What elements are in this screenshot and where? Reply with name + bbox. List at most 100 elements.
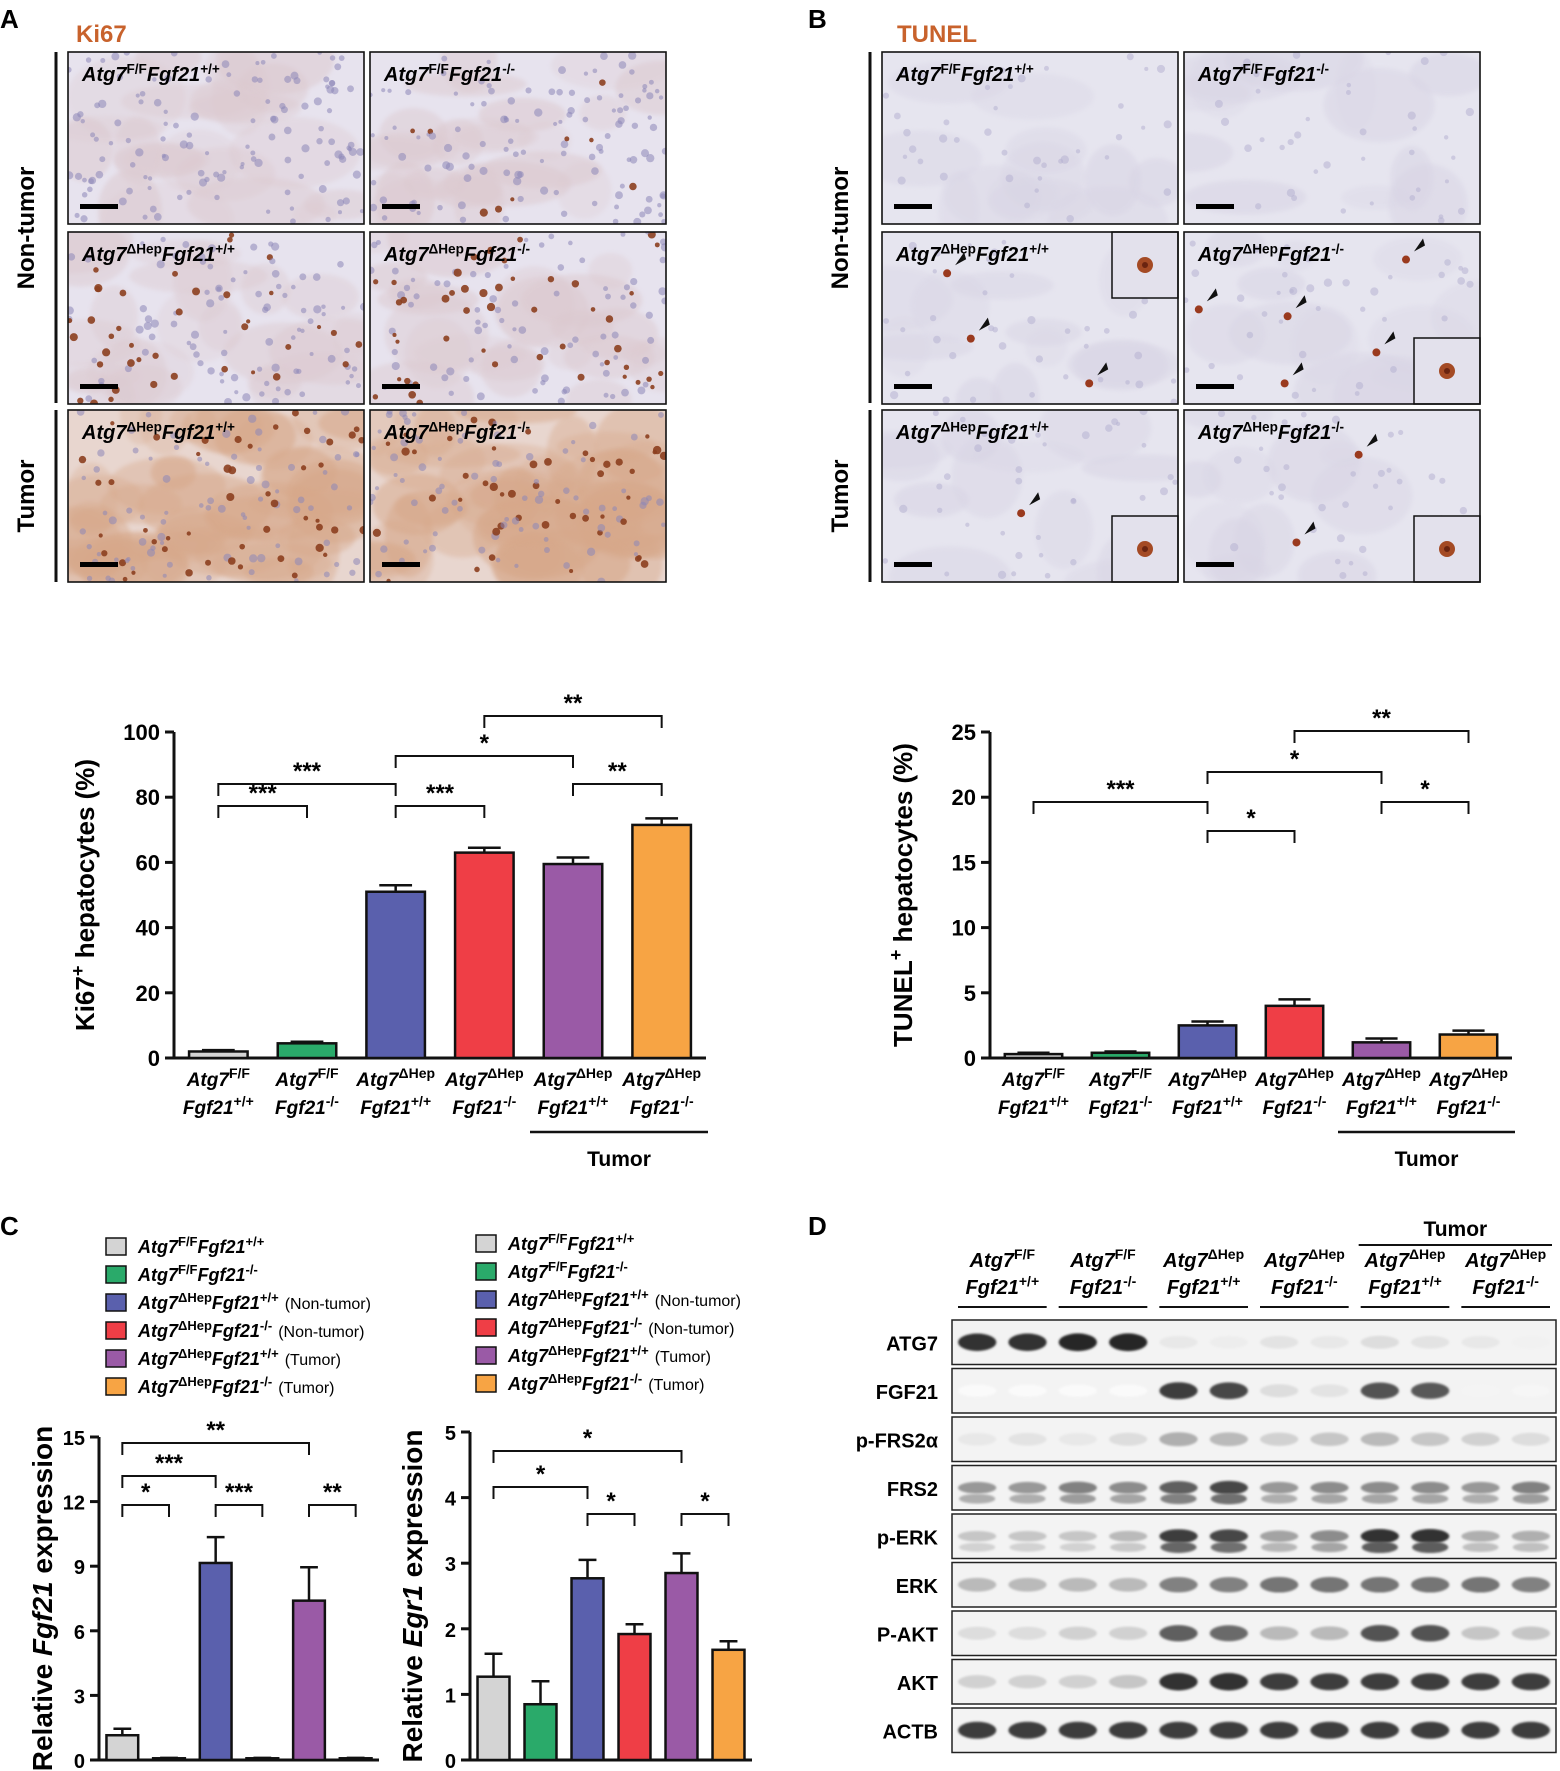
stained-nucleus: [68, 318, 73, 324]
nucleus: [95, 170, 104, 179]
stained-nucleus: [69, 333, 78, 342]
nucleus: [478, 546, 486, 554]
gene-name: Atg7: [383, 422, 429, 444]
tissue-texture: [1186, 304, 1266, 365]
blot-band: [958, 1333, 997, 1351]
stained-nucleus: [492, 527, 501, 536]
nucleus: [290, 218, 296, 224]
nucleus: [623, 105, 629, 112]
blot-row-label: ATG7: [886, 1333, 938, 1355]
nucleus: [342, 197, 350, 205]
blot-band: [1008, 1481, 1047, 1494]
stained-nucleus: [658, 370, 664, 376]
stained-nucleus: [510, 276, 516, 281]
nucleus: [265, 338, 274, 346]
nucleus: [1372, 483, 1379, 489]
stained-nucleus: [487, 246, 494, 254]
stained-nucleus: [482, 480, 489, 487]
nucleus: [572, 336, 579, 343]
stained-nucleus: [479, 288, 488, 298]
nucleus: [114, 119, 122, 127]
stained-nucleus: [501, 257, 508, 264]
bar: [198, 1561, 233, 1762]
stained-nucleus: [196, 451, 201, 457]
stained-nucleus: [372, 528, 381, 537]
nucleus: [893, 112, 901, 120]
stained-nucleus: [659, 451, 666, 460]
arrowhead-icon: [1097, 362, 1109, 376]
tissue-texture: [370, 232, 408, 254]
nucleus: [387, 88, 392, 93]
nucleus: [142, 214, 148, 220]
nucleus: [1017, 74, 1026, 83]
nucleus: [1439, 52, 1448, 57]
gene-name: Fgf21: [630, 1098, 681, 1119]
y-tick-label: 25: [952, 720, 976, 745]
y-tick-label: 0: [445, 1751, 456, 1771]
stained-nucleus: [645, 434, 650, 439]
blot-band: [1310, 1432, 1349, 1446]
allele-sup: ΔHep: [576, 1065, 613, 1081]
gene-name: Atg7: [355, 1070, 400, 1091]
nucleus: [448, 390, 454, 396]
allele-sup: F/F: [318, 1065, 339, 1081]
gene-name: Atg7: [137, 1237, 179, 1257]
gene-name: Atg7: [1263, 1250, 1309, 1272]
nucleus: [1461, 267, 1469, 275]
lane-group-label: Fgf21+/+: [1368, 1273, 1442, 1299]
stained-nucleus: [577, 373, 585, 381]
nucleus: [520, 149, 527, 155]
tissue-texture: [1038, 410, 1152, 464]
nucleus: [218, 294, 225, 301]
gene-name: Fgf21: [1167, 1277, 1220, 1299]
image-genotype-label: Atg7ΔHepFgf21-/-: [383, 241, 530, 266]
gene-name: Fgf21: [582, 1374, 630, 1394]
nucleus: [147, 185, 152, 191]
stained-nucleus: [597, 470, 605, 478]
y-tick-label: 12: [63, 1493, 85, 1515]
allele-sup: F/F: [1242, 61, 1262, 76]
nucleus: [659, 191, 666, 200]
image-genotype-label: Atg7ΔHepFgf21-/-: [1197, 419, 1344, 444]
stained-nucleus: [541, 520, 550, 529]
stained-nucleus: [458, 497, 463, 502]
nucleus: [84, 255, 92, 263]
micrograph-image: [1183, 409, 1481, 583]
nucleus: [540, 186, 549, 195]
row-label-tumor: Tumor: [827, 460, 854, 533]
blot-band: [1159, 1529, 1198, 1544]
stained-nucleus: [531, 306, 538, 313]
bar: [187, 1050, 249, 1060]
nucleus: [481, 100, 487, 107]
nucleus: [359, 302, 364, 311]
nucleus: [1189, 240, 1196, 247]
nucleus: [1083, 343, 1089, 349]
nucleus: [953, 136, 960, 143]
stained-nucleus: [428, 494, 436, 502]
allele-sup: +/+: [246, 1234, 265, 1249]
gene-name: Atg7: [507, 1346, 549, 1366]
nucleus: [1163, 120, 1172, 129]
tissue-texture: [1409, 52, 1480, 97]
nucleus: [170, 320, 178, 328]
blot-band: [1058, 1531, 1097, 1542]
significance-stars: *: [606, 1488, 616, 1515]
legend-swatch: [105, 1321, 127, 1340]
tissue-texture: [1202, 446, 1277, 504]
tissue-texture: [550, 309, 614, 345]
significance-bracket: [680, 1513, 730, 1526]
lane-group-label: Atg7ΔHep: [1464, 1246, 1546, 1272]
stained-nucleus: [98, 533, 103, 538]
nucleus: [1007, 84, 1013, 90]
nucleus: [379, 196, 388, 204]
stained-nucleus: [269, 290, 274, 296]
significance-stars: *: [536, 1461, 546, 1488]
tissue-texture: [1025, 327, 1068, 367]
allele-sup: F/F: [548, 1259, 568, 1274]
nucleus: [1283, 464, 1290, 471]
significance-bracket: [217, 783, 397, 796]
nucleus: [276, 283, 282, 290]
stained-nucleus: [569, 512, 577, 520]
x-category-label: Fgf21-/-: [1263, 1093, 1327, 1119]
